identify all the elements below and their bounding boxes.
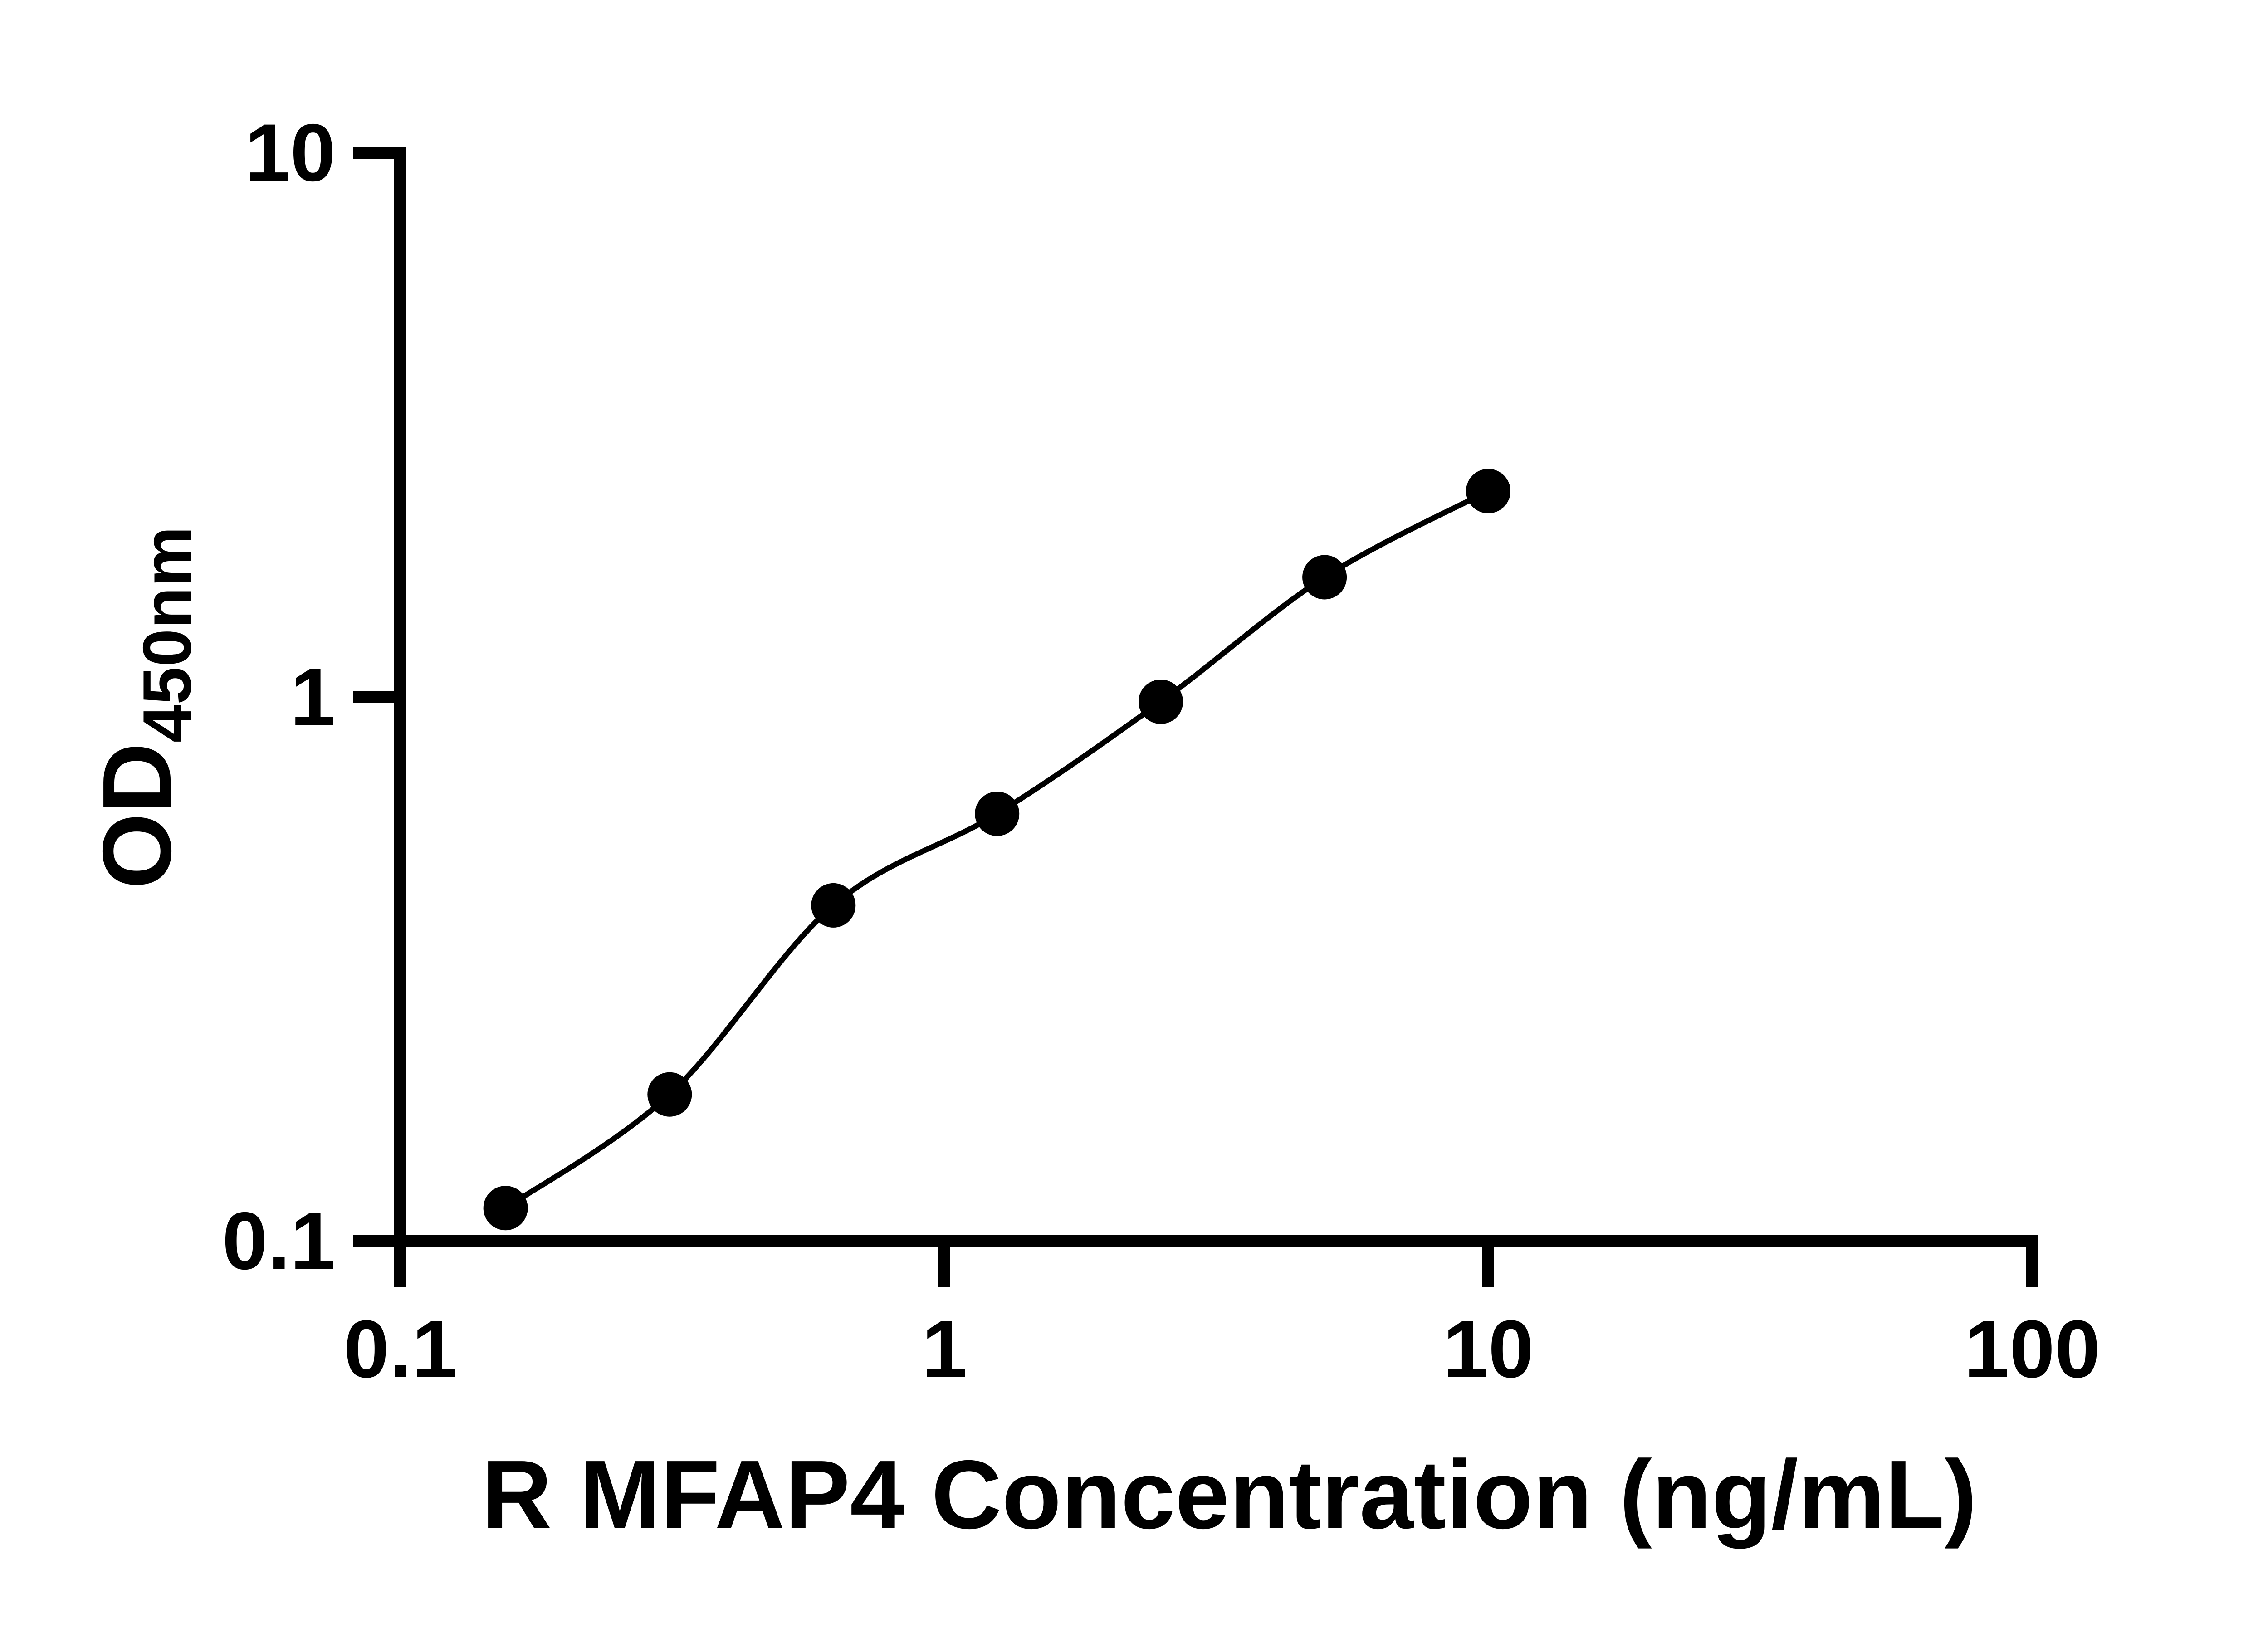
x-tick-label-0-1: 0.1 xyxy=(343,1304,458,1395)
data-point xyxy=(647,1072,692,1117)
y-axis-title: OD450nm xyxy=(82,526,217,889)
x-tick-label-10: 10 xyxy=(1442,1304,1534,1395)
x-tick-label-100: 100 xyxy=(1964,1304,2101,1395)
y-tick-label-0-1: 0.1 xyxy=(222,1195,336,1287)
data-point xyxy=(1139,680,1183,724)
data-point xyxy=(483,1186,528,1231)
data-point xyxy=(1302,555,1347,600)
x-tick-label-1: 1 xyxy=(921,1304,968,1395)
y-tick-label-1: 1 xyxy=(290,651,336,743)
y-axis-title-subscript: 450nm xyxy=(129,526,205,743)
x-axis-title: R MFAP4 Concentration (ng/mL) xyxy=(481,1440,1977,1549)
data-point xyxy=(1466,469,1510,513)
data-point xyxy=(811,883,856,928)
y-axis-title-main: OD xyxy=(82,743,191,889)
data-point xyxy=(975,792,1020,836)
y-tick-label-10: 10 xyxy=(244,107,336,199)
